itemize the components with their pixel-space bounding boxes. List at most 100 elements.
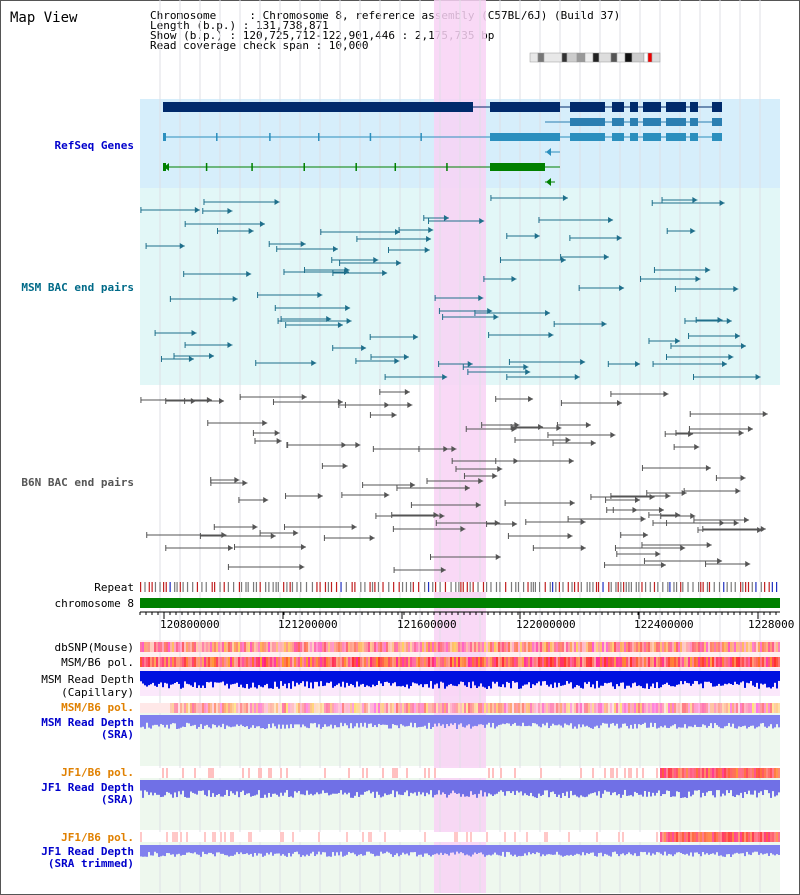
jf1-pol-heat-cell (718, 768, 720, 778)
jf1-pol-heat-cell (214, 768, 216, 778)
msm-pol2-heat-cell (726, 703, 728, 713)
jf1-pol2-heat-cell (168, 832, 170, 842)
msm-capillary-depth-bar (302, 671, 304, 682)
repeat-element (522, 582, 525, 592)
jf1-pol-heat-cell (274, 768, 276, 778)
jf1-trim-depth-bar (500, 845, 502, 856)
jf1-trim-depth-bar (752, 845, 754, 853)
msm-capillary-depth-bar (696, 671, 698, 682)
snp-heat-cell (352, 642, 354, 652)
jf1-sra-depth-bar (360, 780, 362, 795)
msm-pol2-heat-cell (204, 703, 206, 713)
msm-pol-heat-cell (630, 657, 632, 667)
msm-sra-depth-bar (298, 715, 300, 725)
jf1-sra-depth-bar (588, 780, 590, 795)
jf1-pol-heat-cell (302, 768, 304, 778)
jf1-sra-depth-bar (156, 780, 158, 795)
msm-bac-arrow (719, 200, 725, 206)
msm-bac-arrow (346, 318, 352, 324)
track-label-msm-bac[interactable]: MSM BAC end pairs (21, 281, 134, 294)
msm-sra-depth-bar (724, 715, 726, 727)
msm-sra-depth-bar (222, 715, 224, 724)
msm-pol2-heat-cell (566, 703, 568, 713)
msm-sra-depth-bar (200, 715, 202, 725)
jf1-pol2-heat-cell (374, 832, 376, 842)
jf1-pol-heat-cell (690, 768, 692, 778)
snp-heat-cell (618, 642, 620, 652)
msm-pol-heat-cell (242, 657, 244, 667)
jf1-sra-depth-bar (174, 780, 176, 793)
repeat-element (517, 582, 520, 592)
jf1-trim-depth-bar (522, 845, 524, 856)
msm-sra-depth-bar (548, 715, 550, 729)
jf1-pol2-heat-cell (422, 832, 424, 842)
jf1-pol-heat-cell (378, 768, 380, 778)
jf1-sra-depth-bar (308, 780, 310, 795)
msm-pol2-heat-cell (344, 703, 346, 713)
repeat-element (238, 582, 241, 592)
msm-sra-depth-bar (284, 715, 286, 729)
jf1-trim-depth-bar (200, 845, 202, 857)
jf1-trim-depth-bar (240, 845, 242, 853)
msm-pol2-heat-cell (406, 703, 408, 713)
jf1-pol2-heat-cell (196, 832, 198, 842)
repeat-element (745, 582, 747, 592)
track-label-msm-depth-sra-sub: (SRA) (100, 728, 134, 741)
jf1-sra-depth-bar (166, 780, 168, 792)
msm-capillary-depth-bar (200, 671, 202, 688)
msm-pol-heat-cell (294, 657, 296, 667)
jf1-pol2-heat-cell (282, 832, 284, 842)
msm-pol2-heat-cell (426, 703, 428, 713)
gene-exon (420, 133, 422, 141)
jf1-sra-depth-bar (632, 780, 634, 797)
snp-heat-cell (230, 642, 232, 652)
snp-heat-cell (400, 642, 402, 652)
chromosome-bar (139, 598, 780, 619)
track-label-refseq[interactable]: RefSeq Genes (54, 139, 134, 152)
snp-heat-cell (380, 642, 382, 652)
repeat-element (374, 582, 376, 592)
snp-heat-cell (178, 642, 180, 652)
jf1-pol-heat-cell (256, 768, 258, 778)
jf1-pol-heat-cell (262, 768, 264, 778)
msm-pol-heat-cell (216, 657, 218, 667)
jf1-sra-depth-bar (774, 780, 776, 797)
msm-capillary-depth-bar (346, 671, 348, 683)
msm-bac-arrow (428, 227, 434, 233)
jf1-trim-depth-bar (578, 845, 580, 855)
msm-pol-heat-cell (584, 657, 586, 667)
jf1-pol-heat-cell (778, 768, 780, 778)
msm-bac-arrow (274, 199, 280, 205)
msm-pol-heat-cell (274, 657, 276, 667)
msm-pol2-heat-cell (740, 703, 742, 713)
jf1-trim-depth-bar (234, 845, 236, 855)
msm-bac-arrow (311, 360, 317, 366)
msm-bac-arrow (548, 332, 554, 338)
msm-capillary-depth-bar (360, 671, 362, 685)
snp-heat-cell (206, 642, 208, 652)
jf1-pol-heat-cell (680, 768, 682, 778)
jf1-pol2-heat-cell (468, 832, 470, 842)
msm-capillary-depth-bar (386, 671, 388, 682)
msm-pol2-heat-cell (454, 703, 456, 713)
msm-pol2-heat-cell (300, 703, 302, 713)
jf1-pol2-heat-cell (278, 832, 280, 842)
jf1-pol2-heat-cell (534, 832, 536, 842)
msm-capillary-depth-bar (580, 671, 582, 688)
gene-exon-block (643, 102, 661, 112)
jf1-sra-depth-bar (722, 780, 724, 794)
track-label-b6n-bac[interactable]: B6N BAC end pairs (21, 476, 134, 489)
msm-capillary-depth-bar (758, 671, 760, 689)
msm-sra-depth-bar (240, 715, 242, 725)
jf1-pol2-heat-cell (276, 832, 278, 842)
msm-sra-depth-bar (370, 715, 372, 724)
snp-heat-cell (348, 642, 350, 652)
jf1-trim-depth-bar (442, 845, 444, 855)
msm-pol-heat-cell (440, 657, 442, 667)
msm-pol-heat-cell (252, 657, 254, 667)
jf1-pol-heat-cell (300, 768, 302, 778)
msm-sra-depth-bar (582, 715, 584, 725)
jf1-pol-heat-cell (638, 768, 640, 778)
jf1-pol2-heat-cell (762, 832, 764, 842)
msm-sra-depth-bar (454, 715, 456, 724)
